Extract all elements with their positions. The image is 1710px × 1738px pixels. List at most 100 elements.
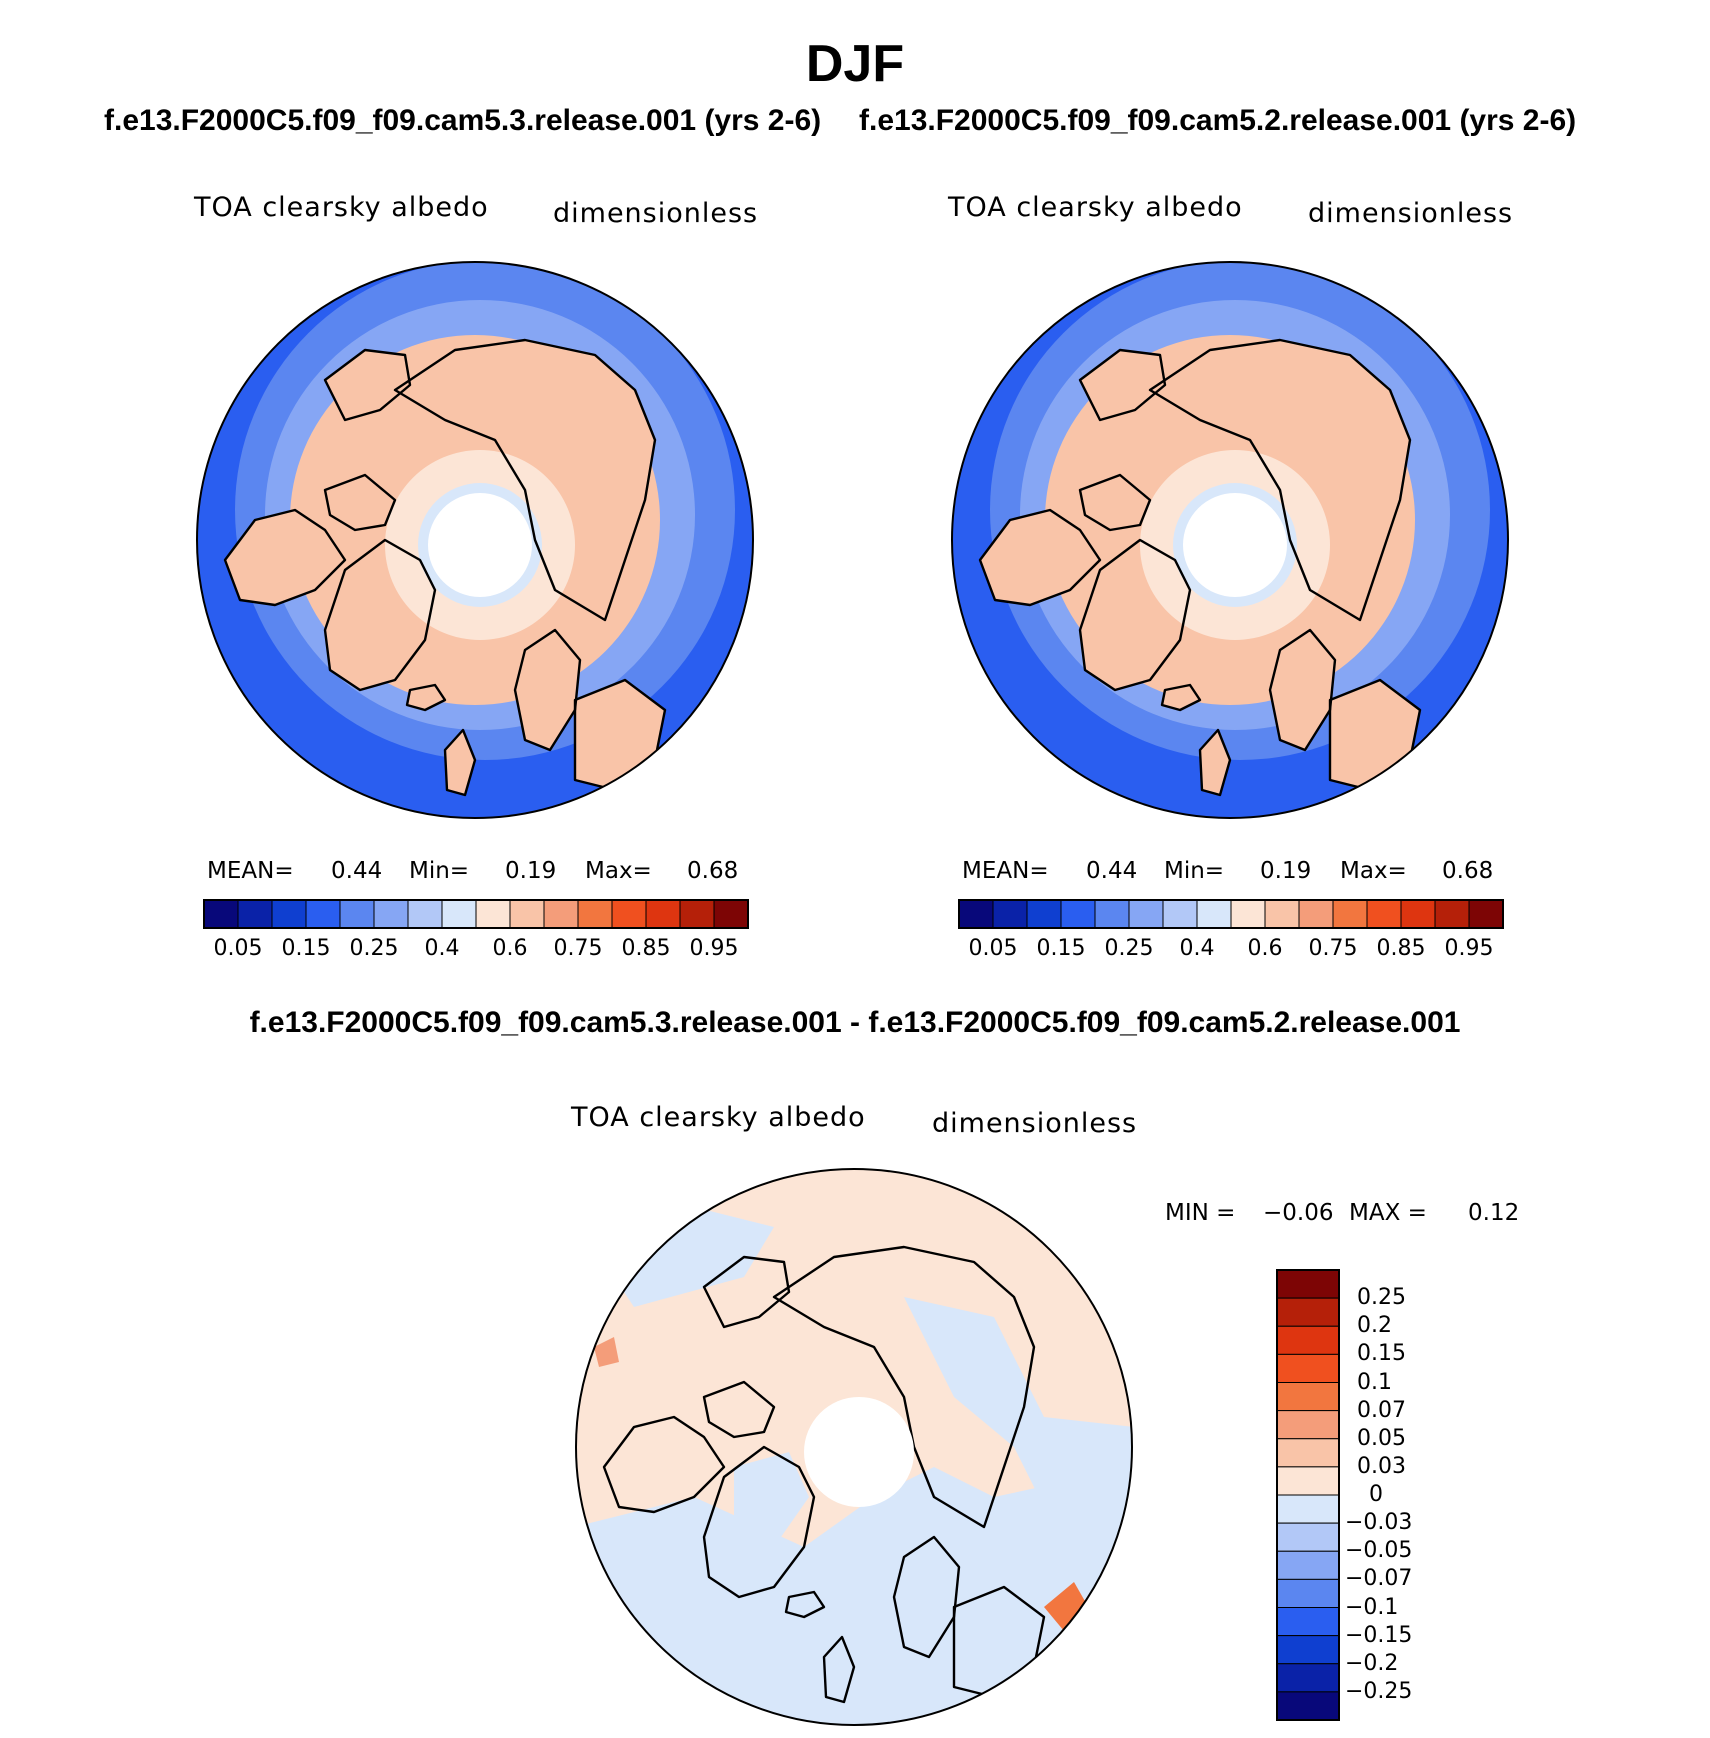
- panel1-land-field: [225, 510, 345, 605]
- panel1-colorbar-box: [305, 899, 341, 929]
- panel2-colorbar-box: [1196, 899, 1232, 929]
- panel2-colorbar-tick-label: 0.15: [1036, 936, 1086, 961]
- panel2-max-value: 0.68: [1442, 858, 1494, 884]
- panel1-mean-value: 0.44: [331, 858, 383, 884]
- panel1-coastline: [223, 508, 347, 607]
- panel1-colorbar-tick-label: 0.4: [424, 936, 460, 961]
- panel1-map-border: [196, 261, 754, 819]
- panel2-coastline: [1148, 338, 1412, 622]
- diff-colorbar-box: [1276, 1607, 1340, 1637]
- diff-colorbar-box: [1276, 1297, 1340, 1327]
- panel2-mean-label: MEAN=: [962, 858, 1049, 884]
- panel2-coastline: [1198, 728, 1232, 797]
- panel2-colorbar-box: [1298, 899, 1334, 929]
- panel2-min-value: 0.19: [1260, 858, 1312, 884]
- panel2-coastline: [1078, 538, 1192, 692]
- difference-colorbar: [1276, 1269, 1340, 1721]
- diff-colorbar-box: [1276, 1466, 1340, 1496]
- panel1-colorbar-tick-label: 0.85: [621, 936, 671, 961]
- panel2-colorbar-box: [1230, 899, 1266, 929]
- panel2-coastline: [1078, 473, 1152, 532]
- diff-negative-field: [576, 1467, 1132, 1725]
- panel2-colorbar-labels: 0.05 0.15 0.25 0.4 0.6 0.75 0.85 0.95: [959, 936, 1503, 964]
- panel1-land-field: [325, 475, 395, 530]
- panel1-colorbar-box: [611, 899, 647, 929]
- panel1-colorbar-box: [543, 899, 579, 929]
- panel2-colorbar-box: [1026, 899, 1062, 929]
- diff-colorbar-tick-label: 0: [1369, 1482, 1383, 1507]
- panel1-colorbar-box: [475, 899, 511, 929]
- difference-polar-map: [575, 1168, 1133, 1726]
- diff-colorbar-tick-label: −0.15: [1345, 1622, 1413, 1648]
- panel1-colorbar-tick-label: 0.25: [349, 936, 399, 961]
- control-case-title: f.e13.F2000C5.f09_f09.cam5.2.release.001…: [859, 104, 1577, 137]
- diff-colorbar-tick-label: −0.03: [1345, 1510, 1413, 1536]
- panel1-colorbar-tick-label: 0.05: [213, 936, 263, 961]
- diff-colorbar-tick-label: 0.2: [1357, 1313, 1392, 1339]
- figure-title: DJF: [805, 35, 905, 93]
- panel1-variable-label: TOA clearsky albedo: [194, 192, 489, 223]
- panel2-land-field: [1200, 730, 1230, 795]
- panel2-colorbar-box: [1162, 899, 1198, 929]
- panel2-colorbar-tick-label: 0.85: [1376, 936, 1426, 961]
- panel1-colorbar-box: [679, 899, 715, 929]
- diff-max-label: MAX =: [1349, 1200, 1427, 1226]
- panel1-pole-hole: [428, 493, 532, 597]
- panel1-colorbar-box: [645, 899, 681, 929]
- diff-coastline: [822, 1635, 856, 1704]
- panel2-colorbar-box: [1128, 899, 1164, 929]
- panel2-colorbar-box: [1400, 899, 1436, 929]
- diff-pole-hole: [804, 1397, 914, 1507]
- diff-coastline: [702, 1445, 816, 1599]
- panel2-pole-hole: [1183, 493, 1287, 597]
- diff-coastline: [702, 1255, 791, 1329]
- diff-negative-field: [904, 1297, 1132, 1507]
- panel2-coastline: [1268, 628, 1337, 752]
- diff-colorbar-box: [1276, 1550, 1340, 1580]
- panel2-colorbar-box: [1468, 899, 1504, 929]
- panel1-mean-label: MEAN=: [207, 858, 294, 884]
- panel1-land-field: [445, 730, 475, 795]
- panel2-colorbar-tick-label: 0.25: [1104, 936, 1154, 961]
- diff-colorbar-tick-label: −0.07: [1345, 1566, 1413, 1592]
- diff-max-value: 0.12: [1468, 1200, 1520, 1226]
- diff-colorbar-tick-label: 0.25: [1357, 1285, 1406, 1311]
- diff-colorbar-box: [1276, 1410, 1340, 1440]
- panel2-colorbar-tick-label: 0.05: [968, 936, 1018, 961]
- panel1-coastline: [323, 538, 437, 692]
- panel1-colorbar-box: [373, 899, 409, 929]
- diff-colorbar-tick-label: 0.07: [1357, 1397, 1406, 1423]
- panel2-colorbar-box: [958, 899, 994, 929]
- diff-negative-field: [734, 1452, 809, 1547]
- diff-colorbar-box: [1276, 1691, 1340, 1721]
- panel1-colorbar-box: [577, 899, 613, 929]
- diff-coastline: [772, 1245, 1036, 1529]
- panel2-colorbar-box: [1332, 899, 1368, 929]
- diff-colorbar-box: [1276, 1325, 1340, 1355]
- panel1-colorbar-box: [407, 899, 443, 929]
- diff-colorbar-tick-label: −0.2: [1345, 1650, 1399, 1676]
- panel1-colorbar-box: [237, 899, 273, 929]
- panel2-colorbar-box: [1094, 899, 1130, 929]
- panel1-units-label: dimensionless: [553, 198, 759, 229]
- diff-coastline: [602, 1415, 726, 1514]
- panel1-coastline: [443, 728, 477, 797]
- panel2-colorbar-box: [1434, 899, 1470, 929]
- panel1-coastline: [323, 348, 412, 422]
- panel1-colorbar-tick-label: 0.95: [689, 936, 739, 961]
- diff-colorbar-box: [1276, 1494, 1340, 1524]
- diff-min-label: MIN =: [1165, 1200, 1236, 1226]
- difference-colorbar-labels: 0.25 0.2 0.15 0.1 0.07 0.05 0.03 0 −0.03 −0.05 −0.…: [1345, 1270, 1465, 1720]
- panel1-min-label: Min=: [409, 858, 470, 884]
- diff-colorbar-tick-label: 0.1: [1357, 1369, 1392, 1395]
- diff-coastline: [702, 1380, 776, 1439]
- panel1-colorbar-box: [339, 899, 375, 929]
- panel1-colorbar-tick-label: 0.6: [492, 936, 528, 961]
- panel1-colorbar-box: [441, 899, 477, 929]
- panel1-min-value: 0.19: [505, 858, 557, 884]
- panel1-colorbar-box: [203, 899, 239, 929]
- diff-colorbar-box: [1276, 1635, 1340, 1665]
- panel1-stats: MEAN= 0.44 Min= 0.19 Max= 0.68: [207, 858, 747, 888]
- panel2-land-field: [1270, 630, 1335, 750]
- panel1-polar-map: [196, 261, 754, 819]
